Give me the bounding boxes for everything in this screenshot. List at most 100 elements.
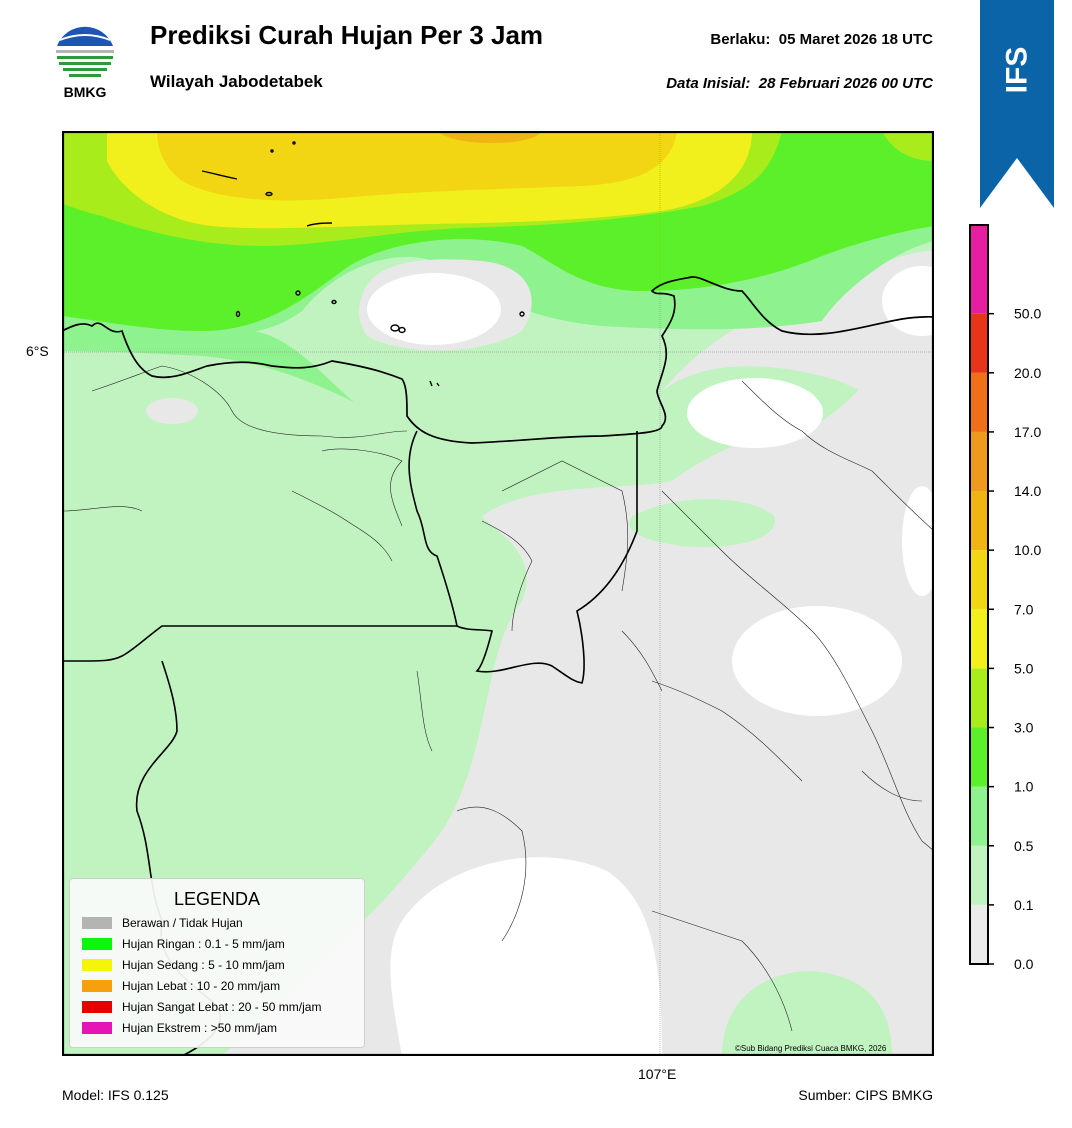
- island: [331, 299, 337, 305]
- colorbar-segment: [970, 727, 988, 787]
- island: [519, 311, 525, 317]
- island: [270, 149, 274, 153]
- bmkg-logo: [55, 23, 115, 83]
- legend-item: Berawan / Tidak Hujan: [82, 915, 243, 931]
- legend-label: Hujan Sangat Lebat : 20 - 50 mm/jam: [122, 1000, 322, 1014]
- legend-label: Hujan Sedang : 5 - 10 mm/jam: [122, 958, 285, 972]
- ifs-badge-shape: [980, 0, 1054, 208]
- colorbar-tick-label: 7.0: [1014, 601, 1034, 617]
- legend-title: LEGENDA: [173, 889, 261, 909]
- province-boundary: [62, 625, 457, 662]
- district-boundary: [91, 365, 408, 438]
- initial-time: Data Inisial: 28 Februari 2026 00 UTC: [666, 75, 933, 92]
- legend-item: Hujan Lebat : 10 - 20 mm/jam: [82, 978, 280, 994]
- district-boundary: [861, 770, 923, 802]
- colorbar-segment: [970, 313, 988, 373]
- rain-band-05-1: [62, 311, 362, 406]
- colorbar-tick-label: 5.0: [1014, 660, 1034, 676]
- colorbar-segment: [970, 491, 988, 551]
- rain-band-10-14: [437, 131, 542, 143]
- district-boundary: [456, 806, 527, 942]
- district-boundary: [741, 380, 934, 532]
- district-boundary: [661, 490, 934, 852]
- colorbar-tick-label: 0.1: [1014, 897, 1034, 913]
- colorbar-segment: [970, 845, 988, 905]
- legend-swatch: [82, 1001, 112, 1013]
- district-boundary: [62, 506, 143, 512]
- district-boundary: [621, 630, 663, 692]
- model-label: Model: IFS 0.125: [62, 1087, 169, 1103]
- island: [201, 170, 238, 180]
- no-rain-area-east: [662, 251, 934, 431]
- colorbar-segment: [970, 786, 988, 846]
- colorbar-segment: [970, 550, 988, 610]
- dry-area: [732, 606, 902, 716]
- initial-time-value: 28 Februari 2026 00 UTC: [758, 75, 933, 92]
- source-label: Sumber: CIPS BMKG: [798, 1087, 933, 1103]
- colorbar-segment: [970, 225, 988, 314]
- longitude-label: 107°E: [638, 1066, 677, 1082]
- dry-area: [882, 266, 934, 336]
- legend-swatch: [82, 959, 112, 971]
- coastline: [62, 276, 934, 444]
- copyright-text: ©Sub Bidang Prediksi Cuaca BMKG, 2026: [735, 1044, 887, 1053]
- colorbar-frame: [969, 224, 989, 965]
- legend-swatch: [82, 938, 112, 950]
- island: [235, 310, 241, 318]
- colorbar-tick-label: 0.0: [1014, 956, 1034, 972]
- district-boundary: [481, 520, 533, 632]
- colorbar-segment: [970, 904, 988, 964]
- no-rain-patch: [146, 398, 198, 424]
- legend-label: Hujan Ringan : 0.1 - 5 mm/jam: [122, 937, 285, 951]
- island: [398, 326, 406, 334]
- ifs-badge-label: IFS: [999, 46, 1033, 94]
- island: [295, 290, 301, 296]
- legend-label: Hujan Ekstrem : >50 mm/jam: [122, 1021, 278, 1035]
- colorbar-tick-label: 50.0: [1014, 306, 1041, 322]
- map-frame: [62, 131, 934, 1056]
- legend-swatch: [82, 980, 112, 992]
- valid-time: Berlaku: 05 Maret 2026 18 UTC: [710, 31, 933, 48]
- page-title: Prediksi Curah Hujan Per 3 Jam: [150, 20, 544, 50]
- district-boundary: [501, 460, 629, 592]
- valid-time-value: 05 Maret 2026 18 UTC: [778, 31, 933, 48]
- island: [429, 380, 440, 387]
- district-boundary: [651, 910, 793, 1032]
- island: [292, 141, 296, 145]
- colorbar-tick-label: 1.0: [1014, 779, 1034, 795]
- legend-item: Hujan Sangat Lebat : 20 - 50 mm/jam: [82, 999, 321, 1015]
- colorbar-tick-label: 17.0: [1014, 424, 1041, 440]
- legend-item: Hujan Ringan : 0.1 - 5 mm/jam: [82, 936, 285, 952]
- district-boundary: [291, 490, 393, 562]
- legend-item: Hujan Ekstrem : >50 mm/jam: [82, 1020, 277, 1036]
- district-boundary: [321, 448, 403, 527]
- island: [306, 222, 333, 227]
- initial-time-label: Data Inisial:: [666, 75, 751, 92]
- colorbar-segment: [970, 372, 988, 432]
- legend-swatch: [82, 917, 112, 929]
- colorbar-segment: [970, 609, 988, 669]
- valid-time-label: Berlaku:: [710, 31, 771, 48]
- legend-item: Hujan Sedang : 5 - 10 mm/jam: [82, 957, 285, 973]
- dry-area: [367, 273, 501, 345]
- district-boundary: [416, 670, 433, 752]
- dry-area: [390, 857, 662, 1056]
- colorbar-tick-label: 20.0: [1014, 365, 1041, 381]
- colorbar: 0.0 0.1 0.5 1.0 3.0 5.0 7.0 10.0 14.0 17.0 20.0 50.…: [969, 224, 1041, 972]
- colorbar-segment: [970, 668, 988, 728]
- legend-label: Hujan Lebat : 10 - 20 mm/jam: [122, 979, 281, 993]
- no-rain-area: [222, 291, 934, 1056]
- colorbar-tick-label: 0.5: [1014, 838, 1034, 854]
- rain-band-7-10: [157, 131, 677, 201]
- district-boundary: [651, 680, 803, 782]
- province-boundary: [408, 430, 638, 684]
- dry-area: [687, 378, 823, 448]
- legend-swatch: [82, 1022, 112, 1034]
- region-subtitle: Wilayah Jabodetabek: [150, 72, 323, 91]
- dry-area: [902, 486, 934, 596]
- rain-band-3-5-east: [882, 131, 934, 161]
- legend-box: LEGENDA Berawan / Tidak Hujan Hujan Ringa…: [69, 878, 365, 1048]
- colorbar-tick-label: 14.0: [1014, 483, 1041, 499]
- latitude-label: 6°S: [26, 343, 49, 359]
- colorbar-tick-label: 10.0: [1014, 542, 1041, 558]
